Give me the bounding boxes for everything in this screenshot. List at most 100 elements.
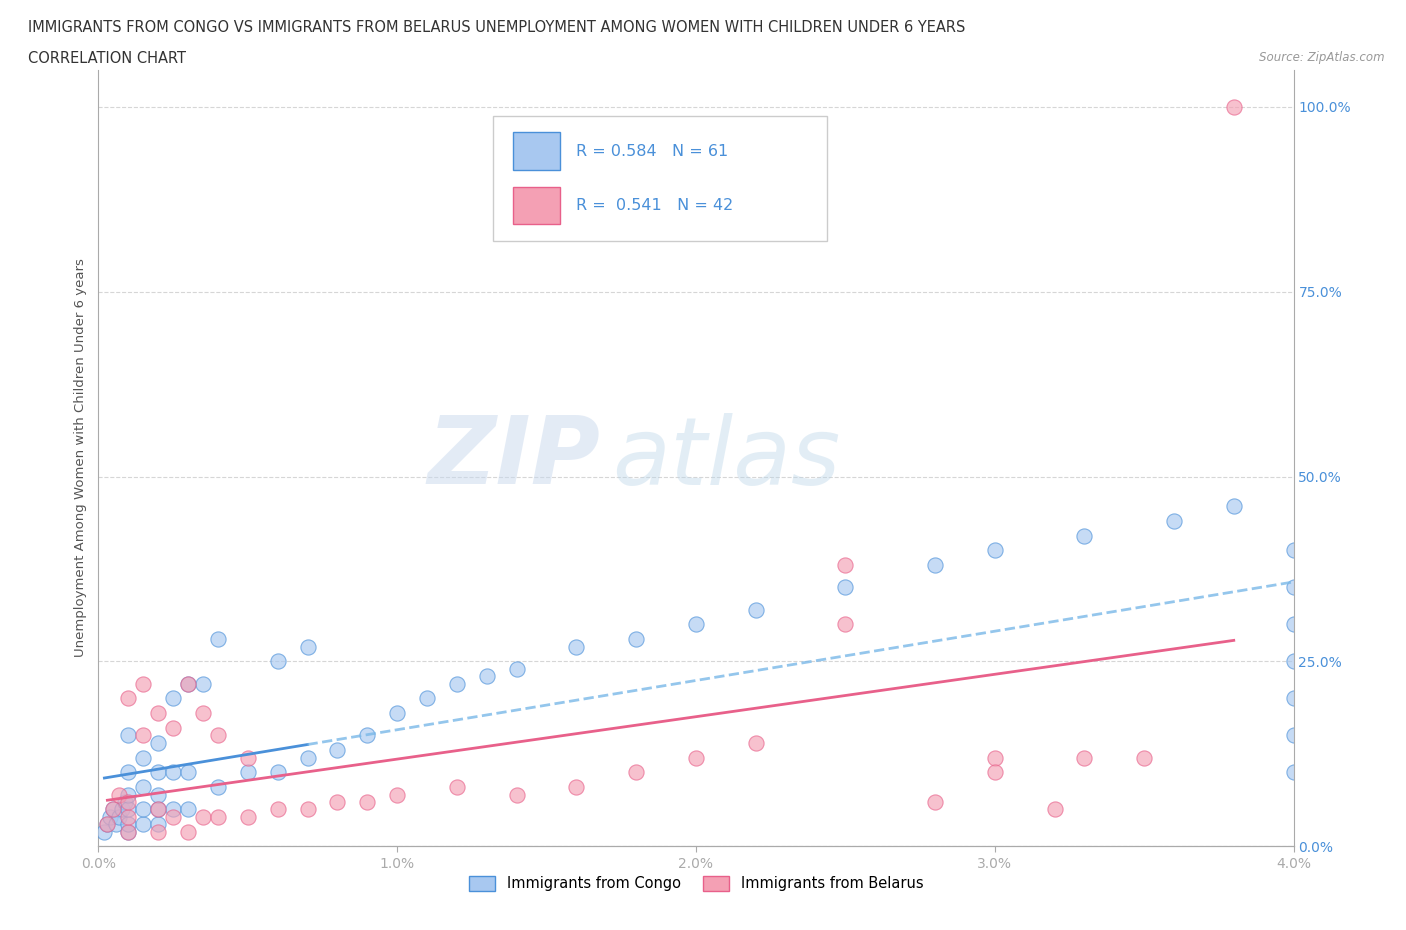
Point — [103, 802, 125, 817]
Point — [207, 631, 229, 646]
Point — [326, 794, 349, 809]
Point — [111, 802, 134, 817]
Point — [924, 794, 946, 809]
Point — [834, 580, 856, 595]
Point — [1282, 691, 1305, 706]
Point — [207, 809, 229, 824]
Point — [117, 787, 139, 802]
Point — [117, 824, 139, 839]
Point — [983, 543, 1005, 558]
Point — [93, 824, 115, 839]
Point — [356, 794, 378, 809]
Point — [148, 802, 170, 817]
Point — [117, 817, 139, 831]
Point — [1133, 751, 1156, 765]
Point — [506, 787, 529, 802]
Point — [565, 779, 588, 794]
Point — [105, 817, 128, 831]
Point — [685, 617, 707, 631]
Point — [1073, 751, 1095, 765]
Point — [1222, 498, 1246, 513]
Point — [1222, 100, 1246, 114]
Point — [267, 802, 290, 817]
Point — [148, 706, 170, 721]
Point — [108, 809, 131, 824]
Point — [96, 817, 118, 831]
Point — [162, 691, 184, 706]
Point — [103, 802, 125, 817]
Point — [1163, 513, 1185, 528]
Point — [191, 676, 214, 691]
Point — [983, 751, 1005, 765]
Point — [745, 736, 768, 751]
Text: Source: ZipAtlas.com: Source: ZipAtlas.com — [1260, 51, 1385, 64]
Point — [117, 809, 139, 824]
Point — [385, 706, 409, 721]
Point — [1282, 580, 1305, 595]
Text: R =  0.541   N = 42: R = 0.541 N = 42 — [576, 198, 734, 213]
Point — [207, 779, 229, 794]
Point — [98, 809, 122, 824]
Point — [117, 794, 139, 809]
Point — [162, 802, 184, 817]
Point — [506, 661, 529, 676]
Point — [132, 802, 155, 817]
Point — [1073, 528, 1095, 543]
Point — [207, 728, 229, 743]
Point — [148, 787, 170, 802]
Point — [132, 751, 155, 765]
Point — [108, 787, 131, 802]
Point — [267, 764, 290, 779]
Point — [148, 824, 170, 839]
Point — [177, 676, 200, 691]
Text: ZIP: ZIP — [427, 412, 600, 504]
Point — [236, 764, 259, 779]
Point — [117, 728, 139, 743]
Point — [685, 751, 707, 765]
Point — [745, 603, 768, 618]
Point — [297, 802, 319, 817]
Point — [924, 558, 946, 573]
Point — [117, 802, 139, 817]
Text: IMMIGRANTS FROM CONGO VS IMMIGRANTS FROM BELARUS UNEMPLOYMENT AMONG WOMEN WITH C: IMMIGRANTS FROM CONGO VS IMMIGRANTS FROM… — [28, 20, 966, 35]
Point — [177, 824, 200, 839]
Point — [191, 809, 214, 824]
Point — [177, 676, 200, 691]
Point — [1282, 543, 1305, 558]
Point — [834, 558, 856, 573]
Point — [475, 669, 498, 684]
Point — [1043, 802, 1066, 817]
Point — [446, 676, 468, 691]
Point — [132, 728, 155, 743]
Point — [416, 691, 439, 706]
Y-axis label: Unemployment Among Women with Children Under 6 years: Unemployment Among Women with Children U… — [75, 259, 87, 658]
Point — [297, 639, 319, 654]
Point — [162, 809, 184, 824]
Point — [132, 676, 155, 691]
Point — [624, 764, 647, 779]
Point — [624, 631, 647, 646]
Point — [1282, 764, 1305, 779]
Point — [297, 751, 319, 765]
Text: CORRELATION CHART: CORRELATION CHART — [28, 51, 186, 66]
Text: atlas: atlas — [613, 413, 841, 503]
Point — [834, 617, 856, 631]
Point — [117, 824, 139, 839]
Point — [1282, 654, 1305, 669]
Point — [356, 728, 378, 743]
Point — [148, 817, 170, 831]
Point — [132, 779, 155, 794]
Point — [148, 764, 170, 779]
Point — [565, 639, 588, 654]
Point — [162, 721, 184, 736]
Point — [1282, 617, 1305, 631]
Point — [191, 706, 214, 721]
FancyBboxPatch shape — [513, 132, 560, 170]
Point — [177, 802, 200, 817]
Point — [117, 691, 139, 706]
Point — [385, 787, 409, 802]
Point — [117, 764, 139, 779]
Point — [148, 802, 170, 817]
Point — [132, 817, 155, 831]
Point — [177, 764, 200, 779]
